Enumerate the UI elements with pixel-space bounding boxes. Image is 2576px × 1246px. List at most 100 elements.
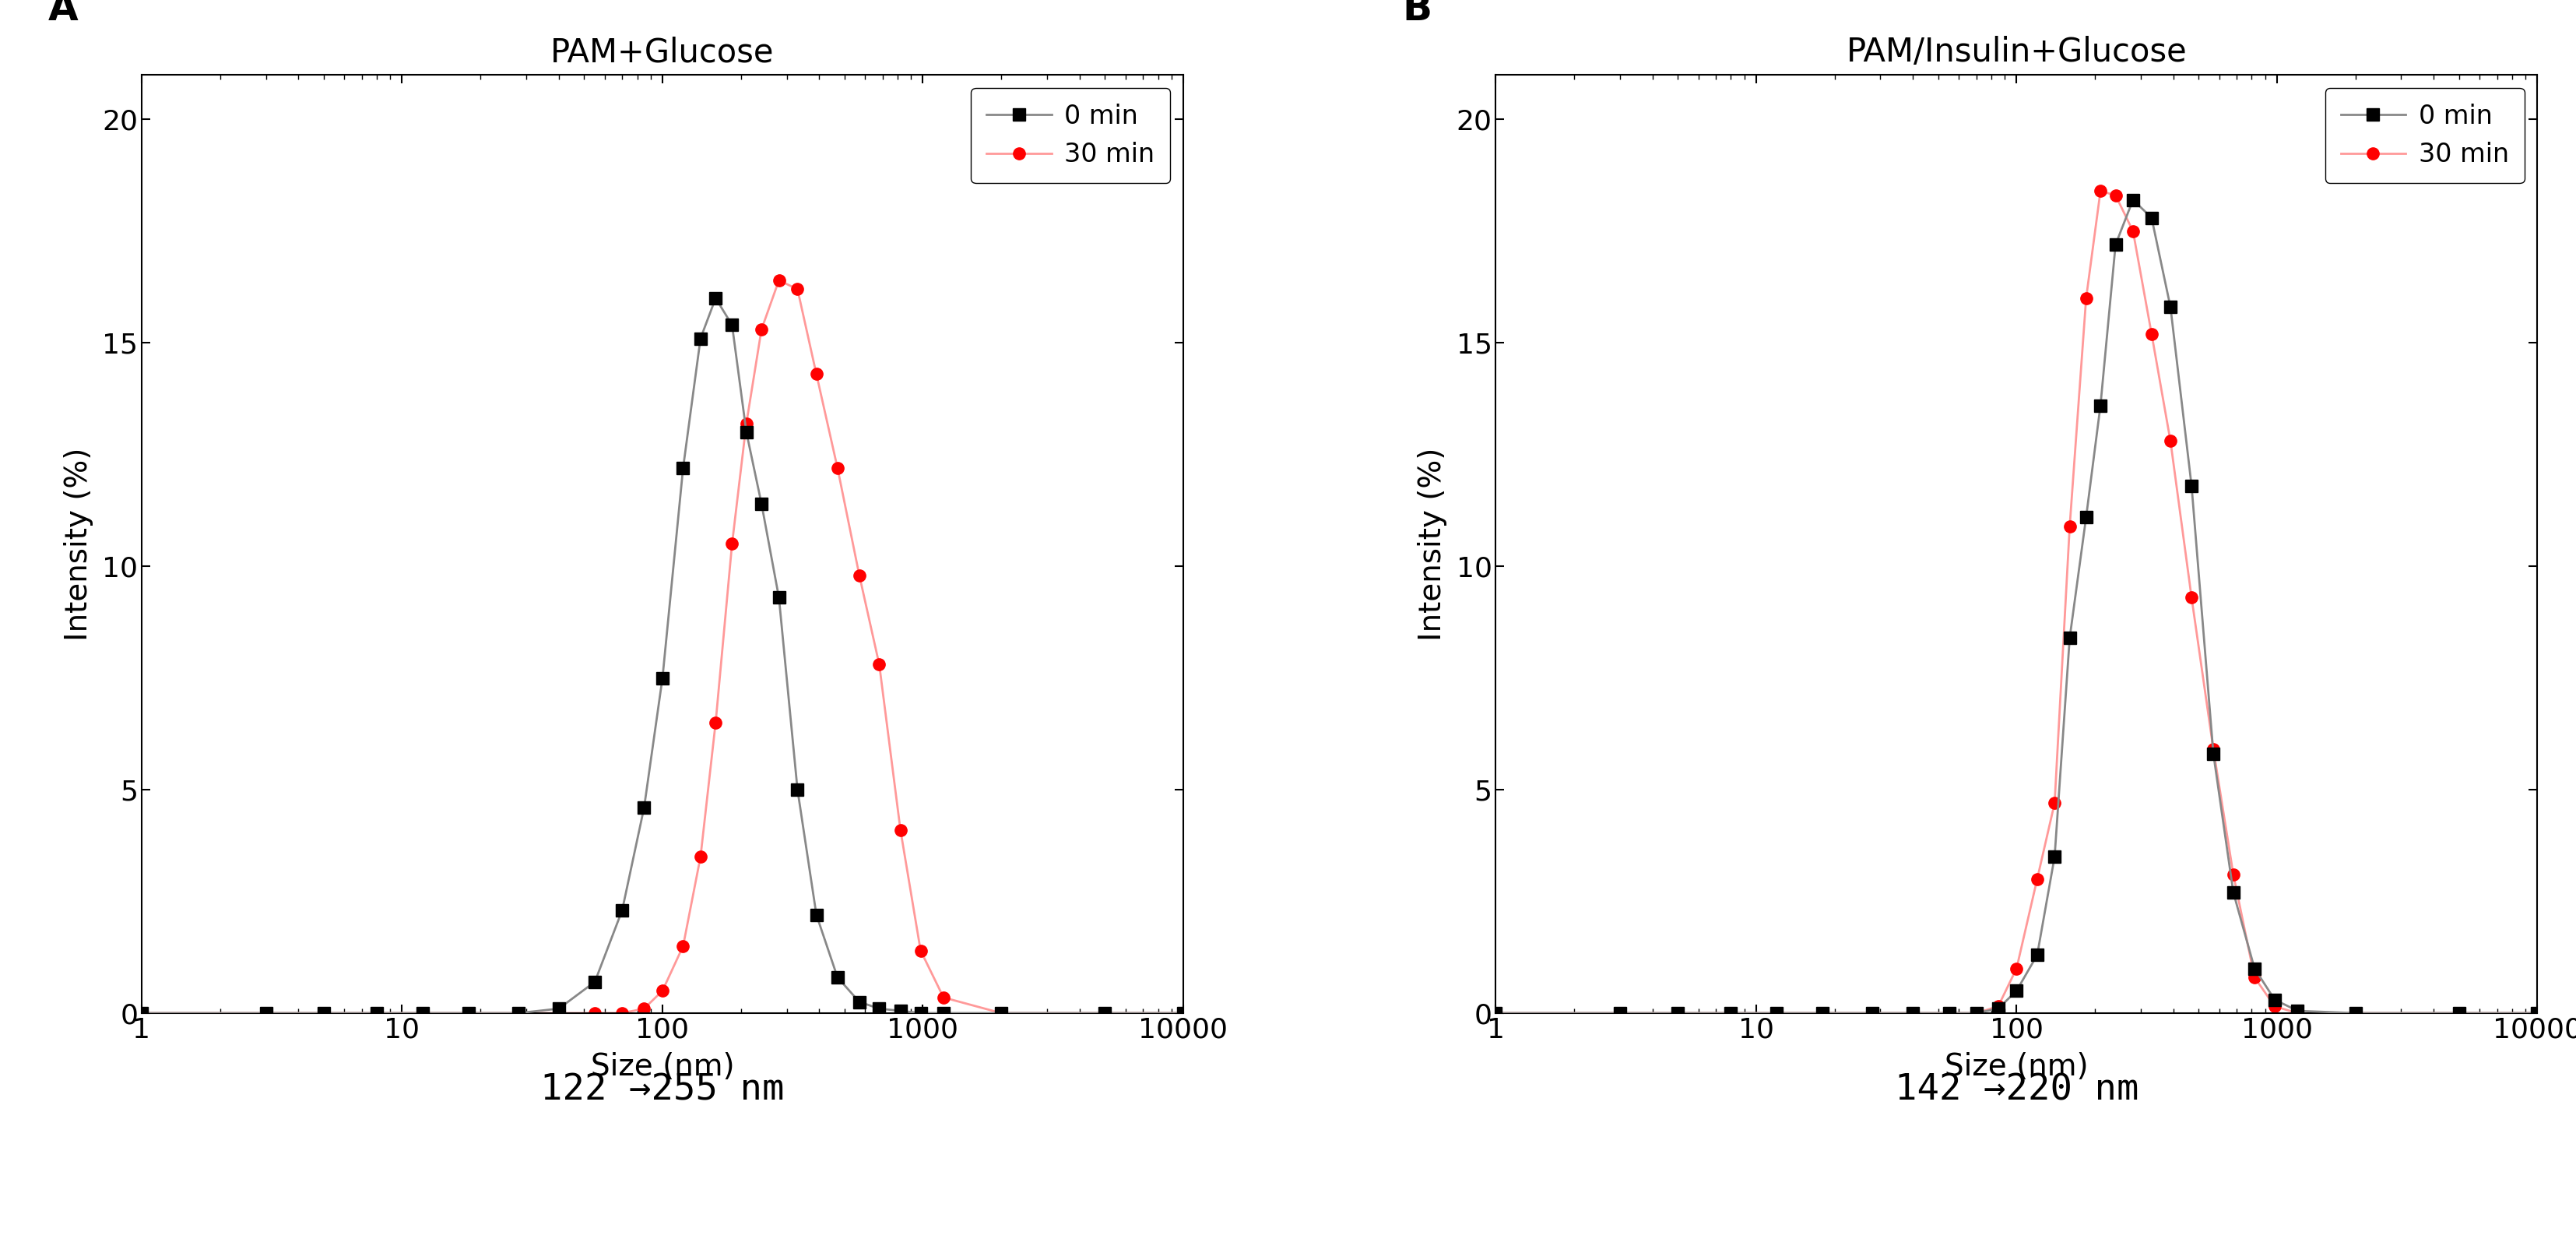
30 min bbox=[2239, 969, 2269, 984]
X-axis label: Size (nm): Size (nm) bbox=[1945, 1052, 2089, 1082]
30 min bbox=[732, 416, 762, 431]
0 min bbox=[2136, 211, 2166, 226]
0 min bbox=[747, 496, 778, 511]
30 min bbox=[502, 1006, 533, 1020]
0 min bbox=[629, 800, 659, 815]
30 min bbox=[1899, 1006, 1929, 1020]
0 min bbox=[2259, 992, 2290, 1007]
0 min bbox=[783, 782, 814, 797]
0 min bbox=[608, 903, 639, 918]
30 min bbox=[1857, 1006, 1888, 1020]
0 min bbox=[544, 1001, 574, 1015]
0 min bbox=[1481, 1006, 1512, 1020]
X-axis label: Size (nm): Size (nm) bbox=[590, 1052, 734, 1082]
0 min bbox=[1935, 1006, 1965, 1020]
30 min bbox=[783, 282, 814, 297]
0 min bbox=[309, 1006, 340, 1020]
0 min bbox=[1090, 1006, 1121, 1020]
30 min bbox=[1662, 1006, 1692, 1020]
0 min bbox=[647, 670, 677, 685]
0 min bbox=[667, 461, 698, 476]
30 min bbox=[647, 983, 677, 998]
30 min bbox=[2022, 871, 2053, 886]
Legend: 0 min, 30 min: 0 min, 30 min bbox=[2326, 87, 2524, 183]
Text: B: B bbox=[1401, 0, 1432, 27]
30 min bbox=[762, 273, 793, 288]
Line: 30 min: 30 min bbox=[137, 274, 1190, 1019]
0 min bbox=[863, 1001, 894, 1015]
0 min bbox=[2339, 1006, 2370, 1020]
30 min bbox=[629, 1001, 659, 1015]
30 min bbox=[822, 461, 853, 476]
30 min bbox=[2099, 188, 2130, 203]
0 min bbox=[2053, 630, 2084, 645]
30 min bbox=[2053, 518, 2084, 533]
30 min bbox=[904, 943, 935, 958]
30 min bbox=[716, 537, 747, 552]
Line: 30 min: 30 min bbox=[1489, 184, 2543, 1019]
0 min bbox=[1605, 1006, 1636, 1020]
30 min bbox=[1090, 1006, 1121, 1020]
30 min bbox=[1481, 1006, 1512, 1020]
30 min bbox=[2071, 290, 2102, 305]
30 min bbox=[250, 1006, 281, 1020]
0 min bbox=[1984, 1001, 2014, 1015]
30 min bbox=[1960, 1006, 1991, 1020]
30 min bbox=[126, 1006, 157, 1020]
30 min bbox=[747, 321, 778, 336]
0 min bbox=[1808, 1006, 1839, 1020]
30 min bbox=[2084, 183, 2115, 198]
30 min bbox=[845, 568, 876, 583]
0 min bbox=[845, 994, 876, 1009]
0 min bbox=[2177, 478, 2208, 493]
0 min bbox=[580, 974, 611, 989]
Title: PAM/Insulin+Glucose: PAM/Insulin+Glucose bbox=[1847, 36, 2187, 69]
0 min bbox=[2117, 192, 2148, 207]
30 min bbox=[2282, 1006, 2313, 1020]
0 min bbox=[822, 969, 853, 984]
0 min bbox=[716, 318, 747, 333]
30 min bbox=[2177, 591, 2208, 606]
0 min bbox=[1167, 1006, 1198, 1020]
30 min bbox=[2218, 867, 2249, 882]
30 min bbox=[544, 1006, 574, 1020]
30 min bbox=[863, 657, 894, 672]
0 min bbox=[126, 1006, 157, 1020]
30 min bbox=[987, 1006, 1018, 1020]
30 min bbox=[361, 1006, 392, 1020]
0 min bbox=[904, 1006, 935, 1020]
30 min bbox=[701, 715, 732, 730]
30 min bbox=[407, 1006, 438, 1020]
30 min bbox=[1984, 999, 2014, 1014]
30 min bbox=[927, 991, 958, 1006]
0 min bbox=[701, 290, 732, 305]
30 min bbox=[2197, 741, 2228, 756]
30 min bbox=[667, 938, 698, 953]
30 min bbox=[2040, 796, 2071, 811]
0 min bbox=[732, 425, 762, 440]
0 min bbox=[927, 1006, 958, 1020]
30 min bbox=[1935, 1006, 1965, 1020]
0 min bbox=[250, 1006, 281, 1020]
Text: 122 →255 nm: 122 →255 nm bbox=[541, 1073, 786, 1108]
0 min bbox=[2445, 1006, 2476, 1020]
30 min bbox=[608, 1006, 639, 1020]
30 min bbox=[801, 366, 832, 381]
0 min bbox=[1857, 1006, 1888, 1020]
30 min bbox=[580, 1006, 611, 1020]
0 min bbox=[361, 1006, 392, 1020]
30 min bbox=[886, 822, 917, 837]
0 min bbox=[762, 591, 793, 606]
0 min bbox=[2040, 850, 2071, 865]
0 min bbox=[2197, 746, 2228, 761]
0 min bbox=[801, 907, 832, 922]
30 min bbox=[2339, 1006, 2370, 1020]
0 min bbox=[502, 1006, 533, 1020]
30 min bbox=[2445, 1006, 2476, 1020]
0 min bbox=[2002, 983, 2032, 998]
Y-axis label: Intensity (%): Intensity (%) bbox=[64, 447, 93, 640]
Title: PAM+Glucose: PAM+Glucose bbox=[551, 36, 775, 69]
0 min bbox=[1762, 1006, 1793, 1020]
Y-axis label: Intensity (%): Intensity (%) bbox=[1417, 447, 1448, 640]
0 min bbox=[2022, 947, 2053, 962]
